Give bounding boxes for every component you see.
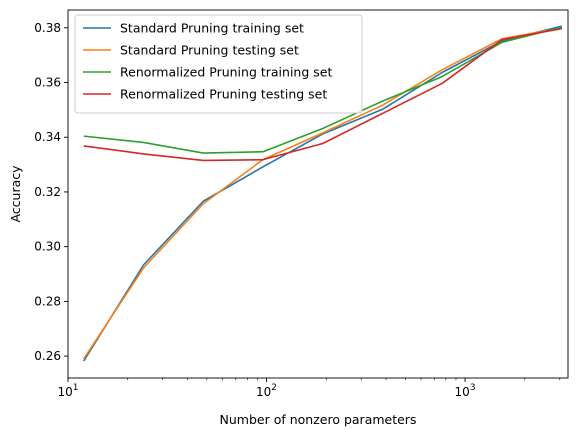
legend-box: [74, 14, 363, 114]
y-tick-label: 0.26: [34, 349, 61, 363]
series-line-4: [83, 27, 562, 162]
axes-frame: [67, 9, 569, 379]
y-tick-label: 0.34: [34, 130, 61, 144]
legend-label: Renormalized Pruning training set: [120, 65, 332, 80]
legend: Standard Pruning training set Standard Pr…: [74, 14, 363, 114]
legend-label: Standard Pruning training set: [120, 21, 304, 36]
x-tick-label: 103: [455, 383, 476, 399]
x-axis: 101 102 103: [57, 378, 561, 399]
y-axis: 0.26 0.28 0.30 0.32 0.34 0.36 0.38: [34, 21, 68, 363]
x-axis-label: Number of nonzero parameters: [220, 412, 417, 427]
y-axis-label: Accuracy: [8, 165, 23, 223]
y-tick-label: 0.30: [34, 240, 61, 254]
y-tick-label: 0.32: [34, 185, 61, 199]
series-line-2: [83, 27, 562, 360]
x-tick-label: 102: [256, 383, 277, 399]
plot-lines: [83, 25, 563, 362]
legend-label: Renormalized Pruning testing set: [120, 87, 327, 102]
x-tick-label: 101: [57, 383, 78, 399]
y-tick-label: 0.28: [34, 294, 61, 308]
y-tick-label: 0.36: [34, 76, 61, 90]
legend-label: Standard Pruning testing set: [120, 43, 299, 58]
y-tick-label: 0.38: [34, 21, 61, 35]
series-line-1: [83, 25, 563, 362]
